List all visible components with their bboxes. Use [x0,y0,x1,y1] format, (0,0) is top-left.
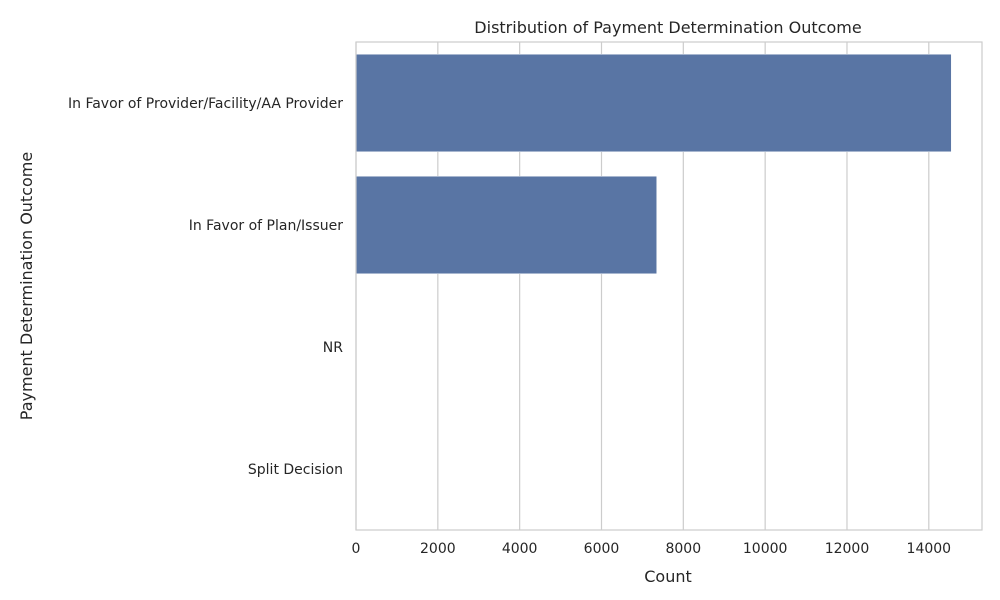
x-tick-label: 10000 [743,541,788,557]
bar [355,175,657,275]
y-tick-label: NR [323,340,343,356]
bars [355,53,952,519]
x-tick-labels: 0 2000 4000 6000 8000 10000 12000 14000 [352,541,952,557]
y-tick-labels: In Favor of Provider/Facility/AA Provide… [68,96,343,478]
plot-frame [355,41,983,531]
x-tick-label: 12000 [825,541,870,557]
x-tick-label: 0 [352,541,361,557]
x-tick-label: 6000 [584,541,620,557]
x-tick-label: 4000 [502,541,538,557]
x-tick-label: 2000 [420,541,456,557]
axes-spines [355,41,983,531]
y-axis-title: Payment Determination Outcome [17,152,36,420]
y-tick-label: In Favor of Plan/Issuer [189,218,344,234]
x-tick-label: 8000 [665,541,701,557]
x-axis-title: Count [644,567,692,586]
bar [355,53,952,153]
y-tick-label: Split Decision [248,462,343,478]
x-tick-label: 14000 [907,541,952,557]
y-tick-label: In Favor of Provider/Facility/AA Provide… [68,96,343,112]
chart-title: Distribution of Payment Determination Ou… [474,18,861,37]
